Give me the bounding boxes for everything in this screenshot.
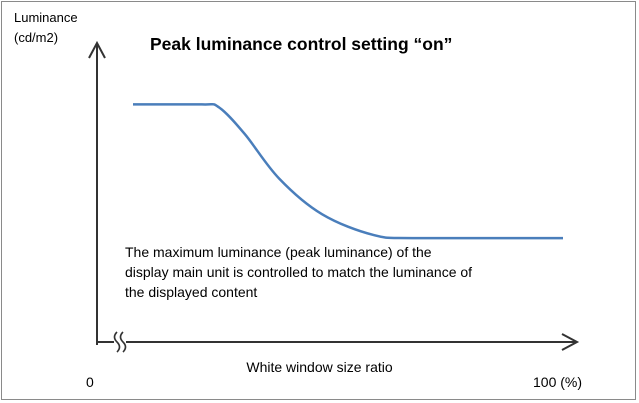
x-axis-break-mark (113, 331, 127, 353)
y-axis-label-line-1: Luminance (14, 10, 78, 25)
x-axis-arrowhead (561, 333, 580, 351)
chart-title: Peak luminance control setting “on” (150, 34, 453, 54)
y-axis-label-line-2: (cd/m2) (14, 30, 59, 45)
annotation-line-2: display main unit is controlled to match… (125, 264, 473, 280)
annotation-line-3: the displayed content (125, 284, 258, 300)
x-axis-label: White window size ratio (246, 359, 393, 375)
annotation-line-1: The maximum luminance (peak luminance) o… (125, 244, 432, 260)
y-axis-arrowhead (88, 40, 106, 59)
x-tick-label-max: 100 (%) (533, 374, 583, 390)
x-tick-label-min: 0 (86, 374, 94, 390)
y-axis-label: Luminance (cd/m2) (14, 8, 104, 48)
luminance-curve (133, 102, 563, 240)
annotation-text: The maximum luminance (peak luminance) o… (125, 242, 595, 302)
